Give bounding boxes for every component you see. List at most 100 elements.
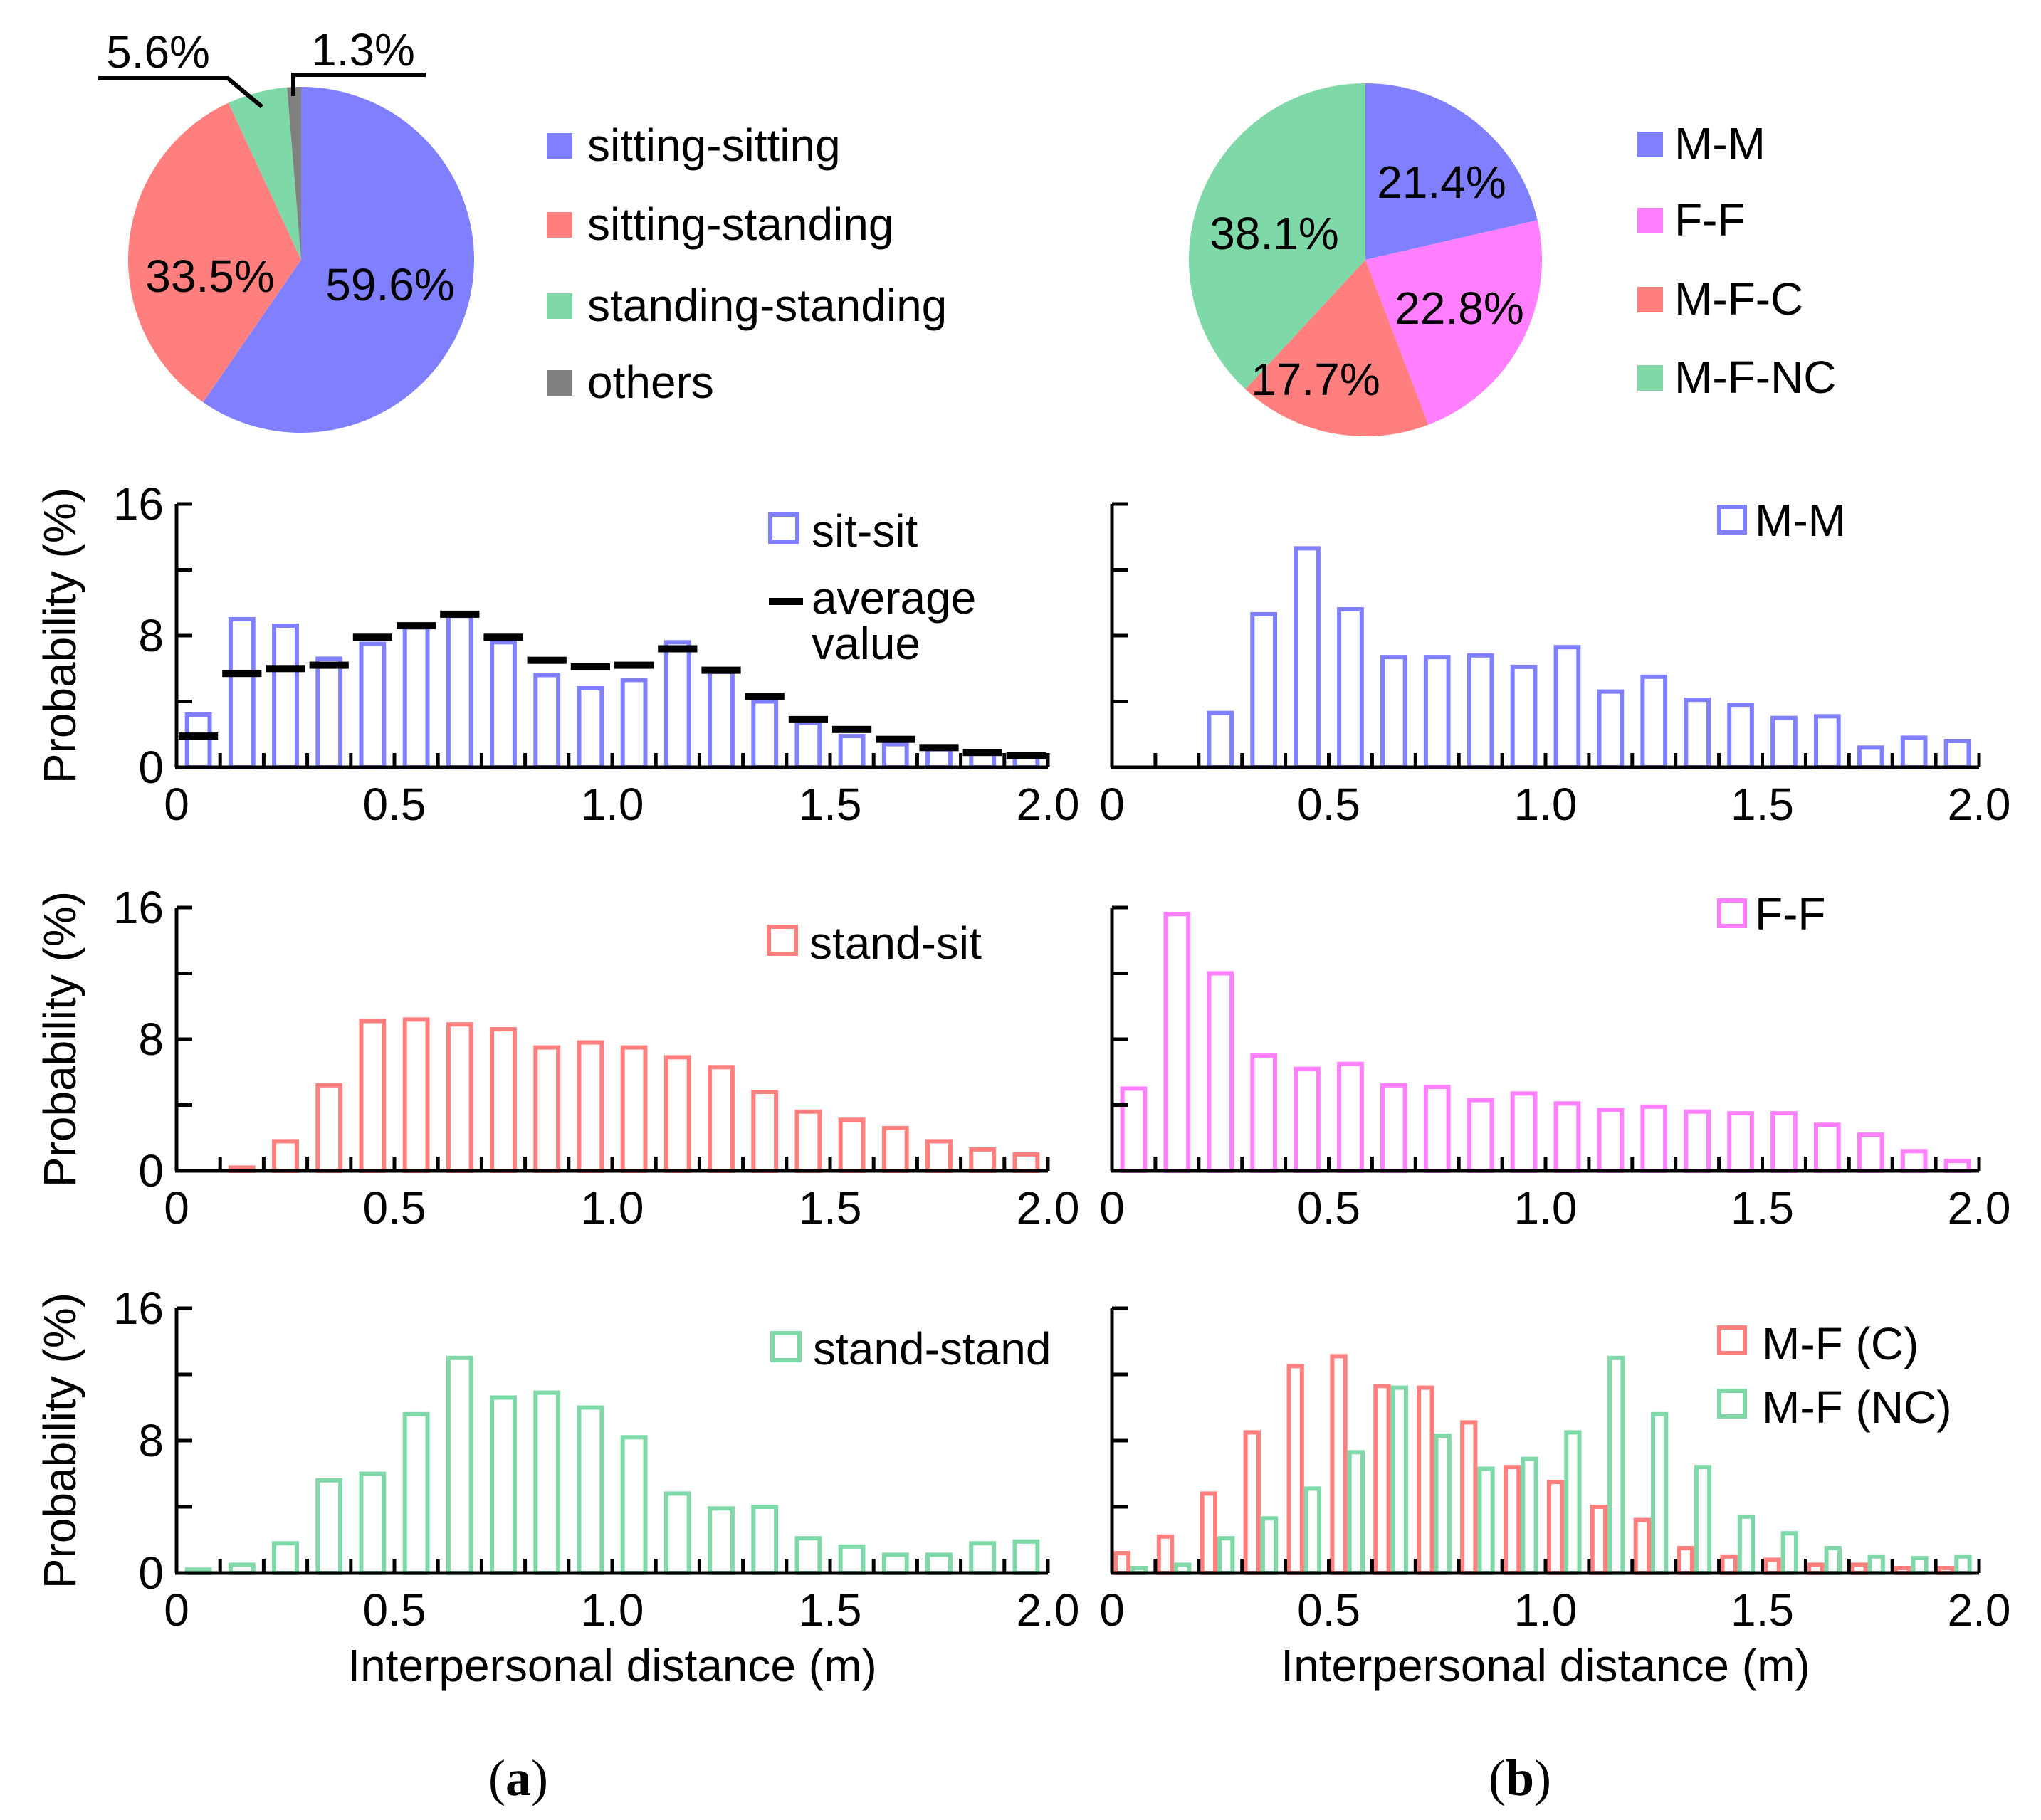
bar-m-f-nc-18 — [1911, 1556, 1929, 1576]
bar-m-f-c-15 — [1763, 1557, 1781, 1575]
bar-stand-sit-19 — [1012, 1152, 1040, 1174]
bar-stand-sit-2 — [272, 1139, 299, 1174]
bar-stand-stand-6 — [446, 1355, 473, 1576]
legend-label-m-f-nc-hist: M-F (NC) — [1762, 1382, 1952, 1433]
bar-stand-sit-11 — [663, 1055, 691, 1174]
average-marker-14 — [788, 715, 828, 723]
legend-label-sit-sit: sit-sit — [812, 505, 918, 557]
bar-stand-stand-19 — [1012, 1539, 1040, 1576]
legend-swatch-sit-sit — [768, 512, 799, 544]
legend-label-sitting-standing: sitting-standing — [587, 199, 893, 250]
bar-m-f-c-3 — [1243, 1430, 1261, 1576]
bar-m-m-8 — [1467, 653, 1494, 770]
legend-swatch-average — [769, 598, 803, 605]
bar-m-f-c-4 — [1286, 1364, 1304, 1576]
bar-stand-sit-14 — [794, 1109, 822, 1174]
bar-stand-sit-13 — [751, 1090, 779, 1173]
bar-f-f-18 — [1900, 1149, 1928, 1174]
slice-label-sitting-standing: 33.5% — [145, 251, 274, 302]
bar-stand-sit-4 — [359, 1019, 387, 1173]
y-axis-label: Probability (%) — [34, 1293, 85, 1589]
bar-m-m-19 — [1943, 739, 1971, 769]
bar-m-f-c-7 — [1417, 1385, 1434, 1575]
pie-slice-others — [287, 87, 301, 260]
bar-m-f-nc-17 — [1867, 1554, 1885, 1576]
x-tick-label: 2.0 — [1948, 1182, 2011, 1234]
bar-sit-sit-7 — [490, 640, 517, 770]
x-tick-label: 1.5 — [1731, 779, 1794, 830]
legend-sit-sit: sit-sit average value — [768, 505, 976, 669]
bar-m-f-nc-15 — [1780, 1531, 1798, 1575]
bar-m-f-c-6 — [1373, 1384, 1391, 1576]
bar-m-m-14 — [1727, 703, 1754, 769]
x-tick-label: 1.5 — [799, 779, 862, 830]
histogram-m-f: 0 0.5 1.0 1.5 2.0 Interpersonal distance (m) — [1099, 1306, 2010, 1691]
bar-m-f-c-13 — [1677, 1546, 1694, 1576]
bar-m-m-5 — [1337, 607, 1364, 769]
slice-label-m-f-c: 17.7% — [1251, 354, 1380, 405]
bar-stand-stand-8 — [533, 1390, 561, 1575]
bar-m-f-c-10 — [1546, 1480, 1565, 1576]
bar-sit-sit-8 — [533, 673, 561, 769]
y-tick-label: 16 — [113, 882, 164, 933]
legend-label-m-m: M-M — [1674, 118, 1765, 169]
bar-m-f-c-0 — [1113, 1551, 1131, 1576]
legend-gender: M-M F-F M-F‐C M-F‐NC — [1637, 118, 1836, 403]
bar-sit-sit-1 — [228, 616, 256, 770]
bar-f-f-16 — [1814, 1122, 1841, 1174]
bar-stand-sit-18 — [969, 1147, 997, 1174]
bar-m-m-17 — [1857, 745, 1884, 770]
bar-f-f-10 — [1553, 1101, 1581, 1173]
bar-m-m-7 — [1423, 655, 1451, 769]
x-tick-label: 1.0 — [1514, 1584, 1578, 1636]
bar-stand-sit-8 — [533, 1045, 561, 1173]
average-marker-12 — [701, 666, 741, 674]
panel-label-b-letter: b — [1506, 1750, 1534, 1806]
bar-stand-stand-13 — [751, 1505, 779, 1575]
x-tick-label: 1.0 — [1514, 1182, 1578, 1234]
bar-sit-sit-16 — [881, 742, 909, 769]
bar-stand-sit-15 — [838, 1117, 866, 1174]
slice-label-f-f: 22.8% — [1395, 283, 1523, 334]
bar-sit-sit-4 — [359, 641, 387, 769]
x-tick-label: 1.5 — [799, 1182, 862, 1234]
bar-stand-stand-7 — [490, 1395, 517, 1575]
x-axis-label: Interpersonal distance (m) — [1281, 1640, 1810, 1691]
pie-slice-sitting-sitting — [203, 87, 474, 433]
x-tick-label: 1.0 — [581, 1182, 644, 1234]
legend-swatch-standing-standing — [547, 293, 572, 319]
bar-f-f-0 — [1120, 1086, 1148, 1174]
bar-m-m-18 — [1900, 735, 1928, 770]
bar-stand-stand-12 — [708, 1506, 735, 1576]
bar-sit-sit-3 — [315, 656, 343, 770]
bar-m-f-nc-16 — [1824, 1546, 1842, 1576]
bar-f-f-13 — [1684, 1109, 1711, 1174]
legend-label-average: average — [812, 572, 976, 624]
bar-f-f-14 — [1727, 1111, 1754, 1173]
y-tick-label: 8 — [138, 610, 164, 661]
slice-label-sitting-sitting: 59.6% — [325, 259, 454, 310]
bar-stand-sit-5 — [402, 1017, 430, 1174]
bar-m-f-nc-4 — [1303, 1486, 1322, 1575]
average-marker-9 — [570, 663, 610, 670]
bar-m-f-nc-3 — [1260, 1516, 1279, 1576]
legend-stand-stand: stand-stand — [770, 1323, 1051, 1374]
bar-m-f-nc-11 — [1607, 1355, 1625, 1576]
legend-label-f-f-hist: F-F — [1755, 888, 1826, 940]
average-marker-4 — [352, 633, 392, 641]
legend-label-f-f: F-F — [1674, 194, 1746, 246]
average-marker-6 — [440, 610, 480, 618]
x-tick-label: 0.5 — [1297, 1182, 1360, 1234]
bar-stand-stand-9 — [577, 1405, 604, 1575]
bar-m-f-nc-5 — [1347, 1450, 1365, 1576]
bar-stand-sit-6 — [446, 1022, 473, 1173]
legend-label-stand-stand: stand-stand — [813, 1323, 1051, 1374]
legend-m-m: M-M — [1717, 495, 1846, 546]
panel-label-a-letter: a — [505, 1750, 531, 1806]
legend-swatch-m-m — [1637, 132, 1663, 157]
x-tick-label: 0 — [1099, 1182, 1125, 1234]
x-tick-label: 2.0 — [1017, 779, 1080, 830]
bar-sit-sit-13 — [751, 699, 779, 769]
panel-label-b-open: ( — [1489, 1750, 1506, 1806]
